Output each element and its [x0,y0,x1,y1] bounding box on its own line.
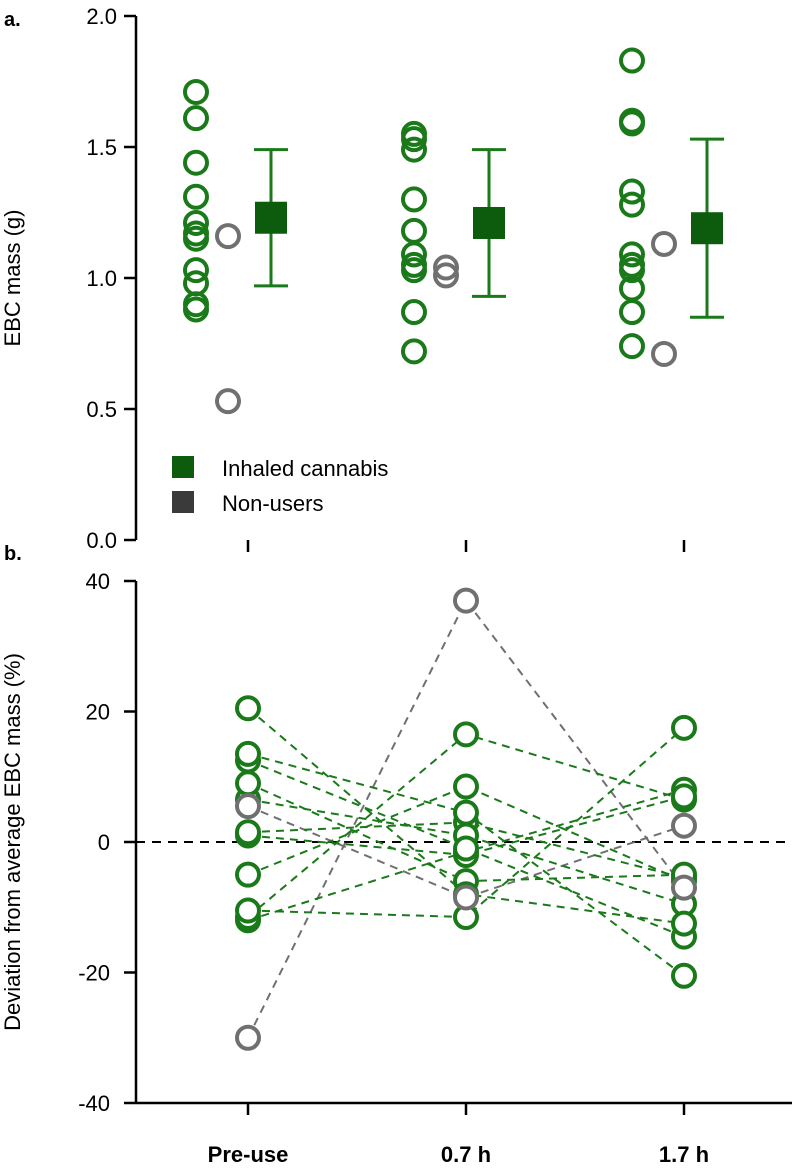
data-point-cannabis [183,270,209,297]
data-point-cannabis [671,714,697,741]
data-point-cannabis [619,257,645,284]
data-point-cannabis [401,257,427,284]
data-point-cannabis [235,861,261,888]
data-point-cannabis [401,299,427,326]
panel-b-y-axis-label: Deviation from average EBC mass (%) [0,653,25,1031]
panel-a-y-tick-label: 1.0 [86,266,117,291]
data-point-cannabis [671,783,697,810]
data-point-cannabis [619,191,645,218]
data-point-cannabis [401,217,427,244]
legend-label-inhaled-cannabis: Inhaled cannabis [222,456,388,481]
mean-marker [473,206,505,239]
panel-b: b. Deviation from average EBC mass (%) -… [0,543,792,1167]
data-point-cannabis [619,47,645,74]
data-point-cannabis [401,126,427,153]
data-point-nonuser [215,388,241,415]
series-line-cannabis [247,798,685,905]
series-line-cannabis [247,727,685,919]
x-tick-label: 1.7 h [659,1142,709,1167]
panel-a-summary [254,137,724,319]
data-point-cannabis [183,105,209,132]
data-point-nonuser [433,254,459,281]
data-point-nonuser [433,262,459,289]
data-point-cannabis [453,773,479,800]
data-point-cannabis [235,819,261,846]
data-point-nonuser [671,812,697,839]
series-line-cannabis [247,795,685,857]
panel-b-y-tick-label: -40 [78,1091,110,1116]
data-point-cannabis [183,296,209,323]
panel-a-y-tick-label: 0.0 [86,528,117,553]
data-point-cannabis [619,110,645,137]
mean-marker [255,201,287,234]
data-point-cannabis [401,186,427,213]
data-point-nonuser [235,1024,261,1051]
data-point-cannabis [401,241,427,268]
panel-b-x-ticks: Pre-use 0.7 h 1.7 h [208,1103,709,1167]
data-point-cannabis [619,299,645,326]
x-tick-label: 0.7 h [441,1142,491,1167]
data-point-cannabis [183,257,209,284]
data-point-cannabis [235,770,261,797]
panel-b-points [235,587,697,1051]
panel-a: a. EBC mass (g) 0.0 0.5 1.0 1.5 2.0 Inhaled … [0,4,724,553]
data-point-nonuser [453,884,479,911]
data-point-nonuser [235,793,261,820]
x-tick-label: Pre-use [208,1142,289,1167]
legend-label-non-users: Non-users [222,491,323,516]
data-point-nonuser [453,587,479,614]
panel-a-y-tick-label: 2.0 [86,4,117,29]
data-point-cannabis [183,149,209,176]
data-point-cannabis [619,333,645,360]
panel-b-y-tick-label: 0 [98,830,110,855]
legend-swatch-inhaled-cannabis [172,456,194,478]
panel-a-y-axis-label: EBC mass (g) [0,210,25,347]
panel-a-x-ticks [246,540,686,552]
data-point-cannabis [401,338,427,365]
data-point-cannabis [671,910,697,937]
data-point-cannabis [183,183,209,210]
legend: Inhaled cannabis Non-users [172,456,388,516]
data-point-cannabis [183,78,209,105]
data-point-cannabis [619,241,645,268]
data-point-cannabis [235,695,261,722]
data-point-cannabis [453,721,479,748]
panel-a-y-ticks: 0.0 0.5 1.0 1.5 2.0 [86,4,136,553]
data-point-nonuser [651,230,677,257]
panel-a-y-tick-label: 0.5 [86,397,117,422]
data-point-cannabis [671,962,697,989]
series-line-cannabis [247,785,685,883]
panel-b-y-ticks: -40 -20 0 20 40 [78,569,136,1116]
data-point-cannabis [183,209,209,236]
data-point-cannabis [619,178,645,205]
data-point-cannabis [235,740,261,767]
panel-b-y-tick-label: 40 [86,569,110,594]
data-point-nonuser [651,340,677,367]
panel-a-points [183,47,677,415]
panel-b-y-tick-label: 20 [86,700,110,725]
data-point-cannabis [453,799,479,826]
panel-a-label: a. [4,9,21,31]
data-point-cannabis [453,835,479,862]
panel-b-label: b. [4,543,22,565]
data-point-cannabis [183,225,209,252]
series-line-cannabis [247,821,685,879]
data-point-cannabis [401,136,427,163]
mean-marker [691,212,723,245]
panel-a-y-tick-label: 1.5 [86,135,117,160]
data-point-cannabis [235,897,261,924]
panel-b-y-tick-label: -20 [78,961,110,986]
legend-swatch-non-users [172,491,194,513]
data-point-nonuser [215,223,241,250]
data-point-nonuser [671,874,697,901]
